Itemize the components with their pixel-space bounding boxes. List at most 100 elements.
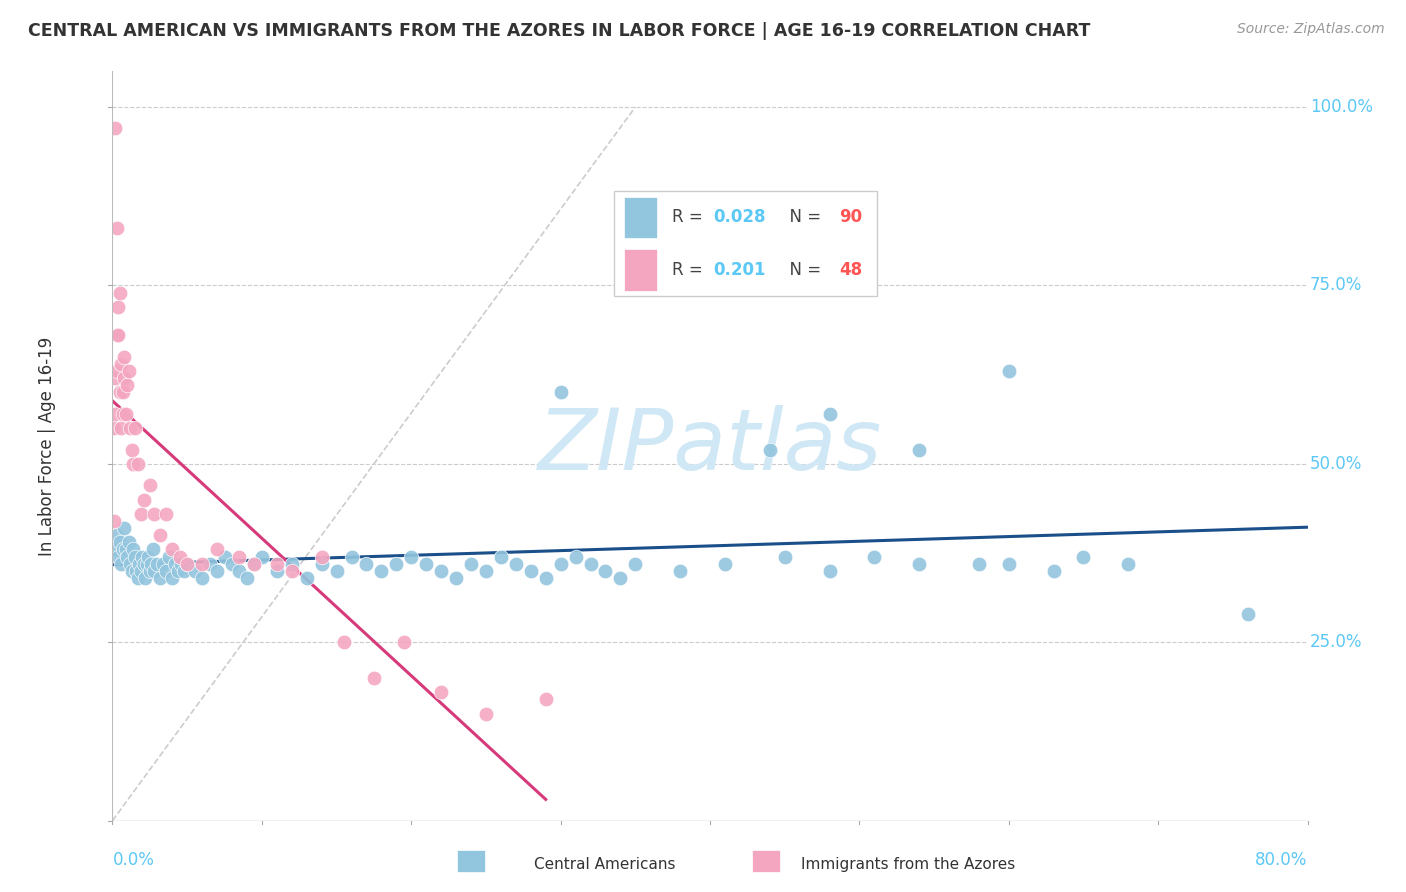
Point (108, 385, 131, 400)
Bar (624, 249, 658, 291)
Point (111, 385, 134, 400)
Point (460, 557, 482, 571)
Point (138, 549, 160, 564)
Point (105, 364, 128, 378)
Point (117, 378, 139, 392)
Bar (624, 197, 658, 238)
Point (176, 557, 198, 571)
Text: 0.201: 0.201 (714, 261, 766, 279)
Point (139, 564, 162, 578)
Point (311, 557, 333, 571)
Point (132, 557, 155, 571)
Point (370, 564, 392, 578)
Text: CENTRAL AMERICAN VS IMMIGRANTS FROM THE AZORES IN LABOR FORCE | AGE 16-19 CORREL: CENTRAL AMERICAN VS IMMIGRANTS FROM THE … (28, 22, 1091, 40)
Point (444, 571, 467, 585)
Point (998, 364, 1021, 378)
Point (124, 549, 146, 564)
Point (104, 407, 127, 421)
Text: 75.0%: 75.0% (1310, 277, 1362, 294)
Point (117, 549, 139, 564)
Point (105, 528, 128, 542)
Point (295, 571, 318, 585)
Point (818, 564, 841, 578)
Point (142, 542, 165, 557)
Point (108, 535, 131, 549)
Point (173, 564, 195, 578)
Point (107, 549, 129, 564)
Point (110, 557, 132, 571)
Point (281, 564, 304, 578)
Point (149, 571, 172, 585)
Point (167, 564, 190, 578)
Text: Central Americans: Central Americans (534, 857, 676, 872)
Text: 50.0%: 50.0% (1310, 455, 1362, 473)
Point (281, 557, 304, 571)
Point (122, 542, 145, 557)
Point (121, 442, 143, 457)
Text: N =: N = (779, 261, 827, 279)
Point (114, 371, 135, 385)
Text: 25.0%: 25.0% (1310, 633, 1362, 651)
Point (475, 706, 498, 721)
Point (385, 557, 408, 571)
Point (104, 371, 127, 385)
Text: In Labor Force | Age 16-19: In Labor Force | Age 16-19 (38, 336, 56, 556)
Point (1118, 557, 1140, 571)
Text: R =: R = (672, 261, 707, 279)
Point (356, 557, 378, 571)
Point (579, 557, 602, 571)
Point (132, 492, 155, 507)
Point (564, 549, 586, 564)
Point (114, 521, 135, 535)
Point (162, 571, 183, 585)
Point (214, 549, 236, 564)
Point (198, 557, 221, 571)
Point (669, 564, 692, 578)
Point (128, 557, 150, 571)
Text: 0.0%: 0.0% (112, 851, 155, 869)
Point (908, 442, 931, 457)
Point (243, 557, 266, 571)
Point (107, 328, 129, 343)
Point (624, 557, 647, 571)
Point (170, 557, 193, 571)
Text: N =: N = (779, 209, 827, 227)
Point (1042, 564, 1064, 578)
Point (162, 542, 183, 557)
Point (134, 571, 156, 585)
Point (107, 300, 129, 314)
Point (392, 635, 415, 649)
Point (221, 557, 243, 571)
Point (127, 457, 149, 471)
Point (967, 557, 990, 571)
Point (430, 564, 453, 578)
Point (114, 350, 135, 364)
Text: 80.0%: 80.0% (1256, 851, 1308, 869)
Point (143, 507, 166, 521)
Point (1237, 607, 1260, 621)
Point (773, 549, 796, 564)
Point (333, 635, 356, 649)
Point (363, 671, 385, 685)
Point (191, 557, 214, 571)
Point (759, 442, 782, 457)
Point (228, 564, 250, 578)
Point (108, 285, 131, 300)
Point (103, 514, 125, 528)
Point (110, 357, 132, 371)
Point (340, 549, 363, 564)
Point (818, 407, 841, 421)
Text: 48: 48 (839, 261, 862, 279)
Point (127, 571, 149, 585)
Point (111, 407, 134, 421)
Point (595, 564, 617, 578)
Point (149, 528, 172, 542)
Point (609, 571, 631, 585)
Point (105, 328, 128, 343)
Point (266, 557, 288, 571)
Point (228, 549, 250, 564)
Point (401, 549, 423, 564)
Point (169, 549, 191, 564)
Point (129, 507, 152, 521)
Point (250, 549, 273, 564)
